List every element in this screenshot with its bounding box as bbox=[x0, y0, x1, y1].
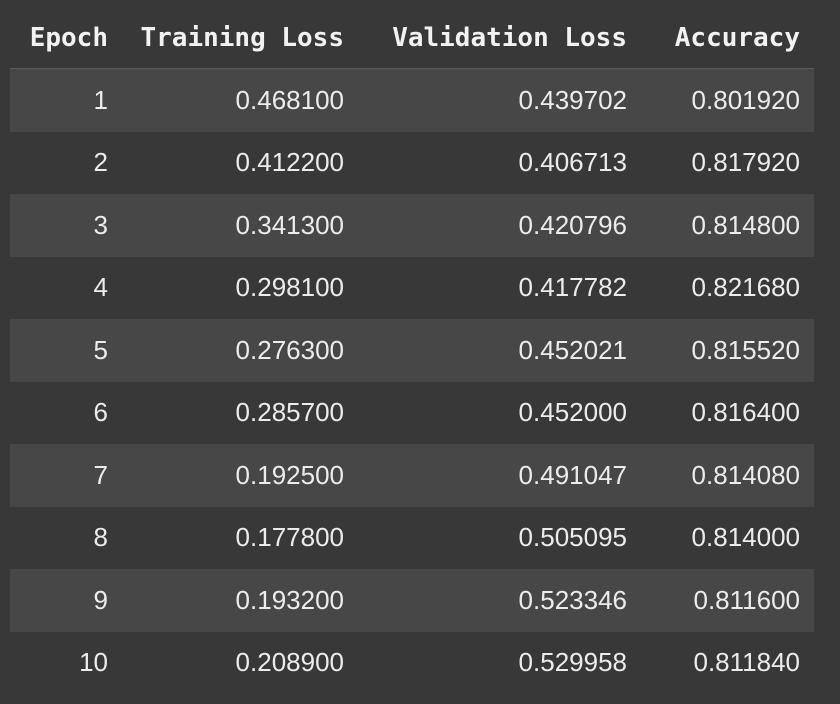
cell-validation-loss: 0.417782 bbox=[358, 256, 641, 319]
cell-accuracy: 0.814000 bbox=[641, 506, 814, 569]
cell-training-loss: 0.193200 bbox=[108, 569, 358, 632]
cell-epoch: 5 bbox=[10, 319, 108, 382]
cell-accuracy: 0.814080 bbox=[641, 444, 814, 507]
cell-training-loss: 0.276300 bbox=[108, 319, 358, 382]
header-row: Epoch Training Loss Validation Loss Accu… bbox=[10, 8, 814, 69]
cell-epoch: 7 bbox=[10, 444, 108, 507]
cell-validation-loss: 0.491047 bbox=[358, 444, 641, 507]
cell-validation-loss: 0.529958 bbox=[358, 631, 641, 694]
cell-epoch: 2 bbox=[10, 131, 108, 194]
table-header: Epoch Training Loss Validation Loss Accu… bbox=[10, 8, 814, 69]
cell-accuracy: 0.816400 bbox=[641, 381, 814, 444]
training-results-table: Epoch Training Loss Validation Loss Accu… bbox=[10, 8, 814, 694]
table-row: 9 0.193200 0.523346 0.811600 bbox=[10, 569, 814, 632]
cell-accuracy: 0.815520 bbox=[641, 319, 814, 382]
table-row: 4 0.298100 0.417782 0.821680 bbox=[10, 256, 814, 319]
cell-validation-loss: 0.505095 bbox=[358, 506, 641, 569]
cell-epoch: 4 bbox=[10, 256, 108, 319]
cell-accuracy: 0.811840 bbox=[641, 631, 814, 694]
table-row: 2 0.412200 0.406713 0.817920 bbox=[10, 131, 814, 194]
cell-accuracy: 0.817920 bbox=[641, 131, 814, 194]
table-row: 3 0.341300 0.420796 0.814800 bbox=[10, 194, 814, 257]
table-row: 6 0.285700 0.452000 0.816400 bbox=[10, 381, 814, 444]
cell-training-loss: 0.412200 bbox=[108, 131, 358, 194]
cell-validation-loss: 0.406713 bbox=[358, 131, 641, 194]
cell-epoch: 8 bbox=[10, 506, 108, 569]
cell-training-loss: 0.468100 bbox=[108, 68, 358, 132]
header-training-loss: Training Loss bbox=[108, 8, 358, 69]
cell-validation-loss: 0.452021 bbox=[358, 319, 641, 382]
cell-epoch: 6 bbox=[10, 381, 108, 444]
cell-validation-loss: 0.452000 bbox=[358, 381, 641, 444]
cell-validation-loss: 0.523346 bbox=[358, 569, 641, 632]
cell-training-loss: 0.208900 bbox=[108, 631, 358, 694]
cell-training-loss: 0.177800 bbox=[108, 506, 358, 569]
table-row: 8 0.177800 0.505095 0.814000 bbox=[10, 506, 814, 569]
cell-epoch: 3 bbox=[10, 194, 108, 257]
table-row: 7 0.192500 0.491047 0.814080 bbox=[10, 444, 814, 507]
cell-epoch: 9 bbox=[10, 569, 108, 632]
header-validation-loss: Validation Loss bbox=[358, 8, 641, 69]
cell-validation-loss: 0.420796 bbox=[358, 194, 641, 257]
header-epoch: Epoch bbox=[10, 8, 108, 69]
cell-accuracy: 0.814800 bbox=[641, 194, 814, 257]
cell-accuracy: 0.821680 bbox=[641, 256, 814, 319]
table-body: 1 0.468100 0.439702 0.801920 2 0.412200 … bbox=[10, 68, 814, 694]
cell-accuracy: 0.811600 bbox=[641, 569, 814, 632]
cell-epoch: 10 bbox=[10, 631, 108, 694]
cell-accuracy: 0.801920 bbox=[641, 68, 814, 132]
table-row: 10 0.208900 0.529958 0.811840 bbox=[10, 631, 814, 694]
cell-training-loss: 0.341300 bbox=[108, 194, 358, 257]
cell-training-loss: 0.298100 bbox=[108, 256, 358, 319]
cell-training-loss: 0.192500 bbox=[108, 444, 358, 507]
cell-epoch: 1 bbox=[10, 68, 108, 132]
cell-training-loss: 0.285700 bbox=[108, 381, 358, 444]
cell-validation-loss: 0.439702 bbox=[358, 68, 641, 132]
table-row: 5 0.276300 0.452021 0.815520 bbox=[10, 319, 814, 382]
header-accuracy: Accuracy bbox=[641, 8, 814, 69]
table-row: 1 0.468100 0.439702 0.801920 bbox=[10, 68, 814, 132]
